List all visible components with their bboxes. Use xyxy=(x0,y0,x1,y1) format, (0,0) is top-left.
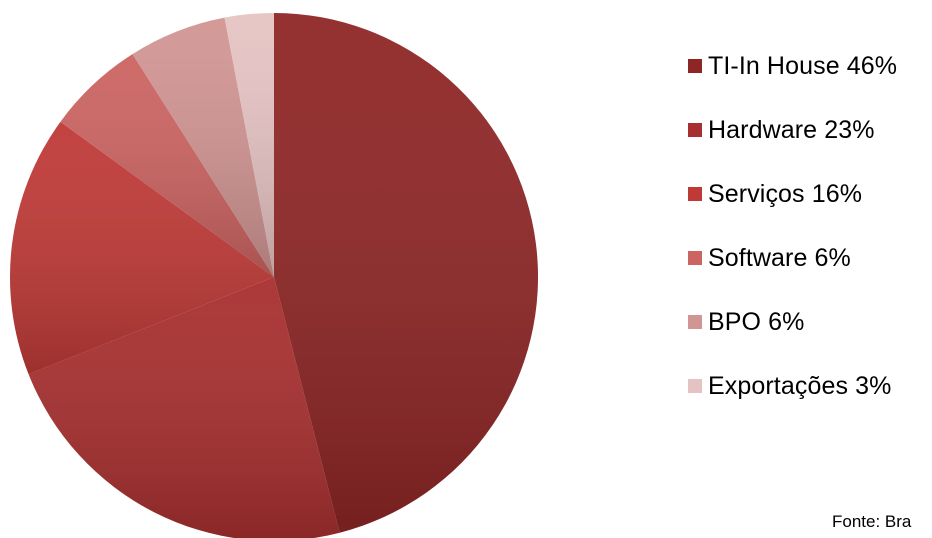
legend-label: Exportações 3% xyxy=(708,372,892,400)
legend-label: Software 6% xyxy=(708,244,851,272)
legend-label: Hardware 23% xyxy=(708,116,875,144)
pie-slice-shading xyxy=(274,13,539,533)
pie-slice-shading xyxy=(224,13,274,277)
pie-slice-shading xyxy=(60,54,274,277)
legend-label: BPO 6% xyxy=(708,308,805,336)
pie-plot xyxy=(10,13,539,538)
pie-slices xyxy=(10,13,539,538)
legend-swatch xyxy=(688,251,702,265)
legend-item: TI-In House 46% xyxy=(688,51,897,81)
legend-item: Serviços 16% xyxy=(688,179,862,209)
legend-swatch xyxy=(688,315,702,329)
legend-swatch xyxy=(688,379,702,393)
legend-item: Hardware 23% xyxy=(688,115,875,145)
source-note: Fonte: Bra xyxy=(832,512,912,531)
legend-label: TI-In House 46% xyxy=(708,52,898,80)
legend-swatch xyxy=(688,187,702,201)
legend-item: Software 6% xyxy=(688,243,851,273)
pie-slice-shading xyxy=(132,17,274,278)
legend-item: Exportações 3% xyxy=(688,371,891,401)
legend-label: Serviços 16% xyxy=(708,180,863,208)
pie-slice-shading xyxy=(10,121,274,375)
legend-swatch xyxy=(688,123,702,137)
legend-swatch xyxy=(688,59,702,73)
legend-item: BPO 6% xyxy=(688,307,804,337)
pie-slice-shading xyxy=(28,277,340,538)
